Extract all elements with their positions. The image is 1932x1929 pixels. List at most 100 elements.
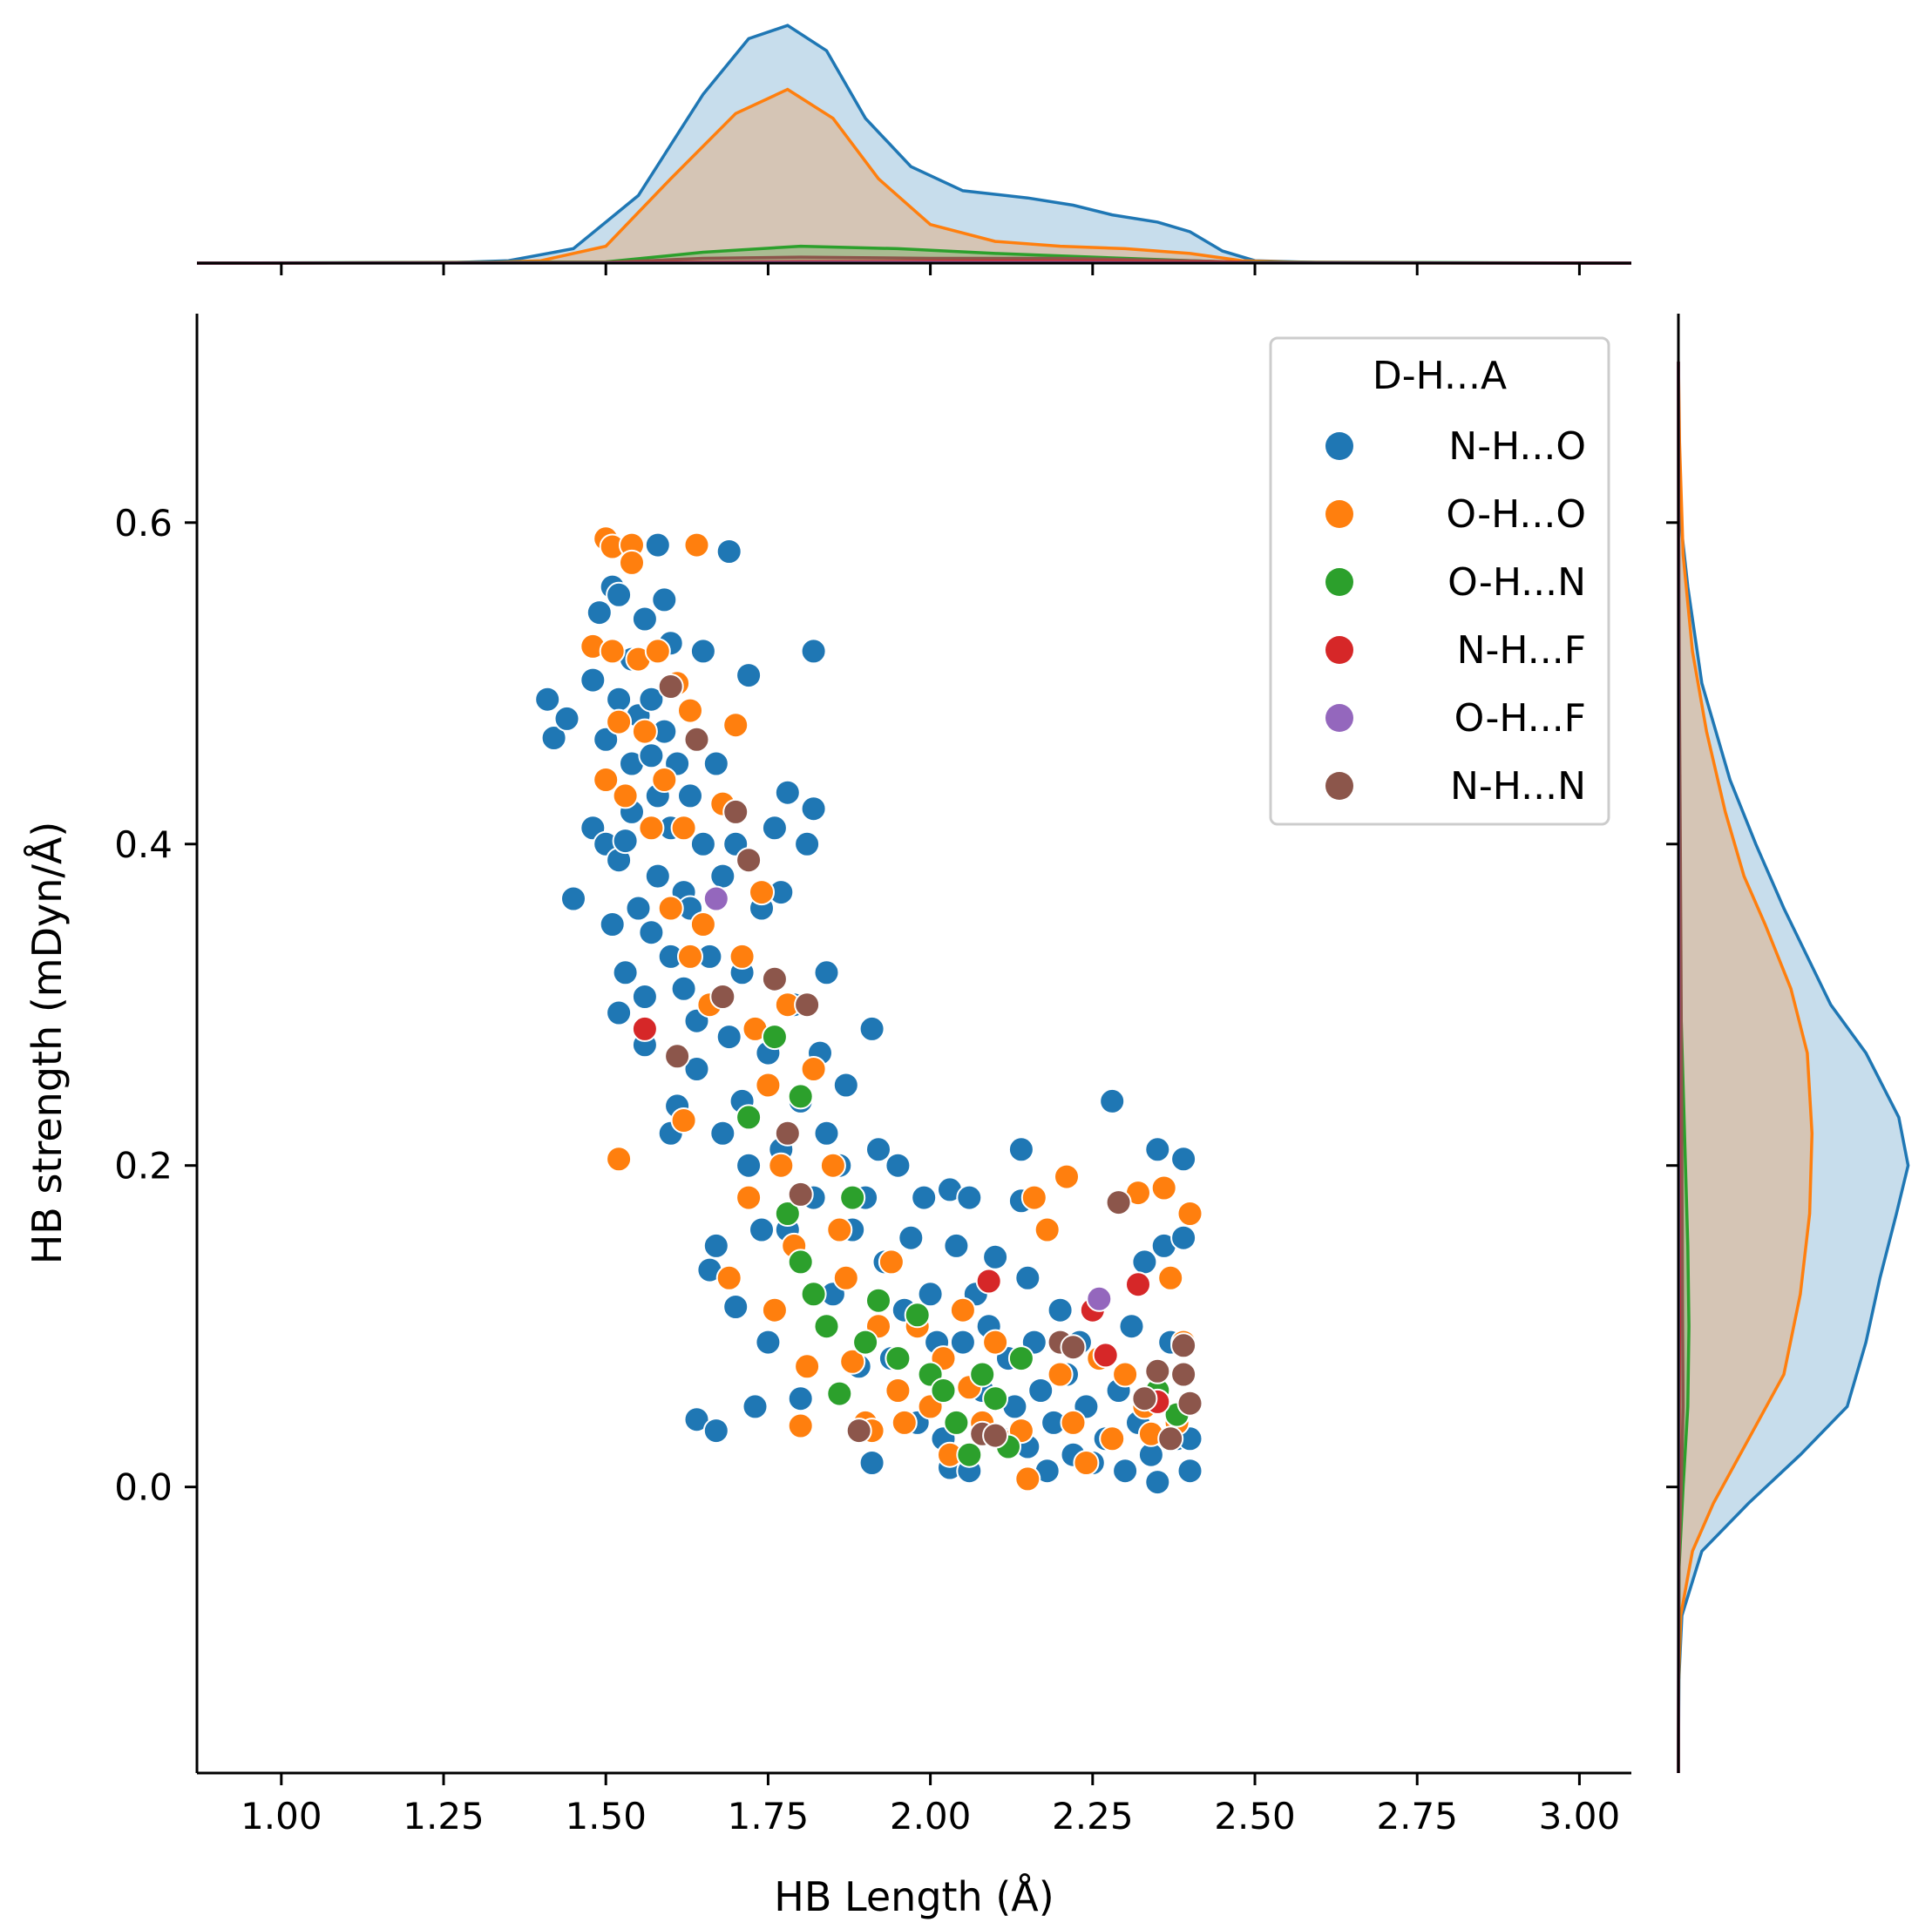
x-tick-label: 2.75 bbox=[1376, 1795, 1458, 1838]
y-tick-label: 0.2 bbox=[114, 1145, 173, 1188]
kde-line-o-h-o bbox=[196, 87, 1632, 265]
scatter-point bbox=[729, 943, 756, 970]
legend-marker-o-h-o bbox=[1325, 500, 1353, 528]
scatter-point bbox=[898, 1224, 925, 1251]
x-tick-label: 1.50 bbox=[565, 1795, 647, 1838]
scatter-point bbox=[560, 885, 586, 912]
y-tick-label: 0.4 bbox=[114, 823, 173, 866]
scatter-point bbox=[794, 1353, 821, 1380]
y-tick-label: 0.6 bbox=[114, 502, 173, 545]
scatter-point bbox=[664, 1043, 691, 1070]
scatter-point bbox=[982, 1243, 1009, 1270]
scatter-point bbox=[606, 686, 633, 713]
scatter-point bbox=[612, 828, 639, 855]
scatter-point bbox=[1014, 1465, 1041, 1492]
scatter-point bbox=[709, 863, 736, 890]
scatter-point bbox=[1157, 1264, 1184, 1291]
scatter-point bbox=[553, 705, 580, 732]
scatter-point bbox=[852, 1329, 879, 1356]
scatter-point bbox=[774, 1120, 801, 1147]
scatter-point bbox=[715, 1264, 742, 1291]
scatter-point bbox=[865, 1287, 891, 1314]
scatter-point bbox=[1131, 1385, 1158, 1412]
y-tick-label: 0.0 bbox=[114, 1466, 173, 1509]
kde-line-n-h-o bbox=[196, 24, 1632, 265]
scatter-point bbox=[1170, 1332, 1197, 1359]
scatter-point bbox=[761, 815, 788, 842]
scatter-point bbox=[813, 1313, 840, 1340]
scatter-point bbox=[606, 1146, 633, 1173]
scatter-point bbox=[943, 1409, 970, 1436]
y-axis-label: HB strength (mDyn/Å) bbox=[24, 822, 71, 1265]
scatter-point bbox=[689, 638, 716, 665]
scatter-point bbox=[1157, 1425, 1184, 1452]
scatter-point bbox=[1073, 1450, 1100, 1476]
scatter-point bbox=[677, 943, 703, 970]
scatter-point bbox=[736, 847, 763, 874]
top-marginal-kde bbox=[196, 24, 1632, 275]
scatter-point bbox=[787, 1181, 814, 1208]
scatter-point bbox=[904, 1302, 931, 1329]
scatter-point bbox=[1034, 1216, 1061, 1243]
scatter-point bbox=[1176, 1201, 1203, 1227]
top-marginal-ticks bbox=[280, 263, 1581, 275]
scatter-point bbox=[1007, 1345, 1034, 1372]
legend-marker-n-h-n bbox=[1325, 772, 1353, 800]
scatter-points bbox=[534, 525, 1203, 1496]
scatter-point bbox=[670, 975, 697, 1002]
scatter-point bbox=[631, 718, 658, 745]
scatter-point bbox=[930, 1377, 957, 1404]
kde-fill-o-h-o bbox=[197, 89, 1631, 263]
legend-title: D-H...A bbox=[1373, 354, 1507, 398]
scatter-point bbox=[638, 686, 665, 713]
scatter-point bbox=[625, 895, 652, 922]
scatter-point bbox=[1086, 1285, 1113, 1312]
scatter-point bbox=[878, 1249, 905, 1276]
scatter-point bbox=[787, 1385, 814, 1412]
legend-marker-n-h-o bbox=[1325, 432, 1353, 460]
scatter-point bbox=[702, 1418, 729, 1445]
scatter-point bbox=[657, 895, 684, 922]
legend-label-n-h-n: N-H...N bbox=[1450, 764, 1586, 809]
scatter-point bbox=[631, 984, 658, 1010]
scatter-point bbox=[787, 1412, 814, 1439]
scatter-point bbox=[606, 708, 633, 735]
scatter-point bbox=[1054, 1163, 1080, 1190]
scatter-point bbox=[722, 798, 749, 825]
scatter-point bbox=[612, 782, 639, 809]
scatter-point bbox=[1047, 1361, 1074, 1388]
scatter-point bbox=[1170, 1146, 1197, 1173]
scatter-point bbox=[670, 1107, 697, 1134]
legend: D-H...A N-H...O O-H...O O-H...N N-H...F O-H.… bbox=[1269, 336, 1610, 826]
scatter-point bbox=[1014, 1264, 1041, 1291]
scatter-point bbox=[709, 984, 736, 1010]
scatter-point bbox=[644, 638, 671, 665]
right-marginal-kde bbox=[1666, 314, 1910, 1774]
scatter-point bbox=[845, 1418, 872, 1445]
scatter-point bbox=[599, 638, 626, 665]
scatter-point bbox=[612, 959, 639, 986]
scatter-point bbox=[761, 965, 788, 992]
scatter-point bbox=[819, 1152, 846, 1179]
scatter-point bbox=[911, 1184, 938, 1211]
scatter-point bbox=[702, 1232, 729, 1259]
main-scatter-axes: 1.00 1.25 1.50 1.75 2.00 2.25 2.50 2.75 3.00 0.0… bbox=[24, 314, 1631, 1920]
scatter-point bbox=[677, 697, 703, 724]
scatter-point bbox=[1131, 1249, 1158, 1276]
scatter-point bbox=[839, 1348, 866, 1375]
scatter-point bbox=[689, 830, 716, 857]
scatter-point bbox=[982, 1385, 1009, 1412]
scatter-point bbox=[768, 1152, 795, 1179]
scatter-point bbox=[1099, 1087, 1126, 1114]
scatter-point bbox=[1112, 1361, 1139, 1388]
scatter-point bbox=[683, 1056, 710, 1082]
scatter-point bbox=[956, 1184, 983, 1211]
legend-label-n-h-o: N-H...O bbox=[1448, 424, 1586, 469]
scatter-point bbox=[586, 599, 613, 626]
scatter-point bbox=[1099, 1425, 1126, 1452]
scatter-point bbox=[885, 1152, 912, 1179]
x-tick-label: 2.00 bbox=[890, 1795, 972, 1838]
x-tick-label: 2.50 bbox=[1214, 1795, 1296, 1838]
scatter-point bbox=[749, 879, 775, 906]
legend-label-o-h-f: O-H...F bbox=[1454, 696, 1586, 741]
